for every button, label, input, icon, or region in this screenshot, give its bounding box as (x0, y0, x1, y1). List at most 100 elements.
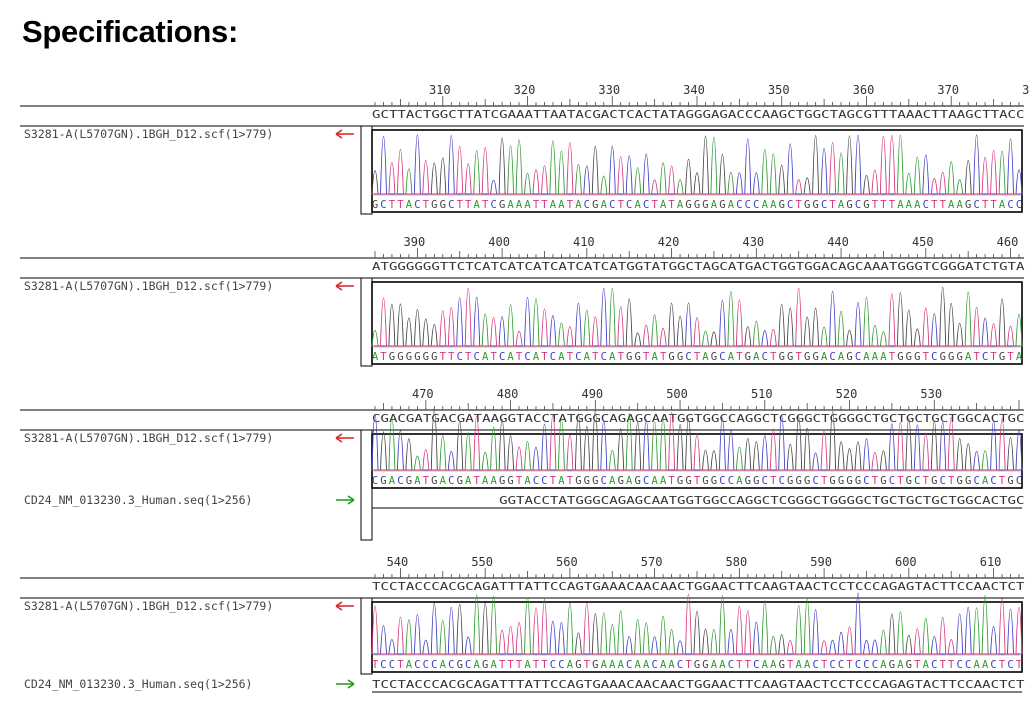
base-call: A (736, 475, 743, 487)
base-call: C (863, 659, 869, 671)
base-call: T (499, 659, 506, 671)
base-call: T (999, 659, 1006, 671)
base-call: C (389, 659, 395, 671)
position-ruler: 310 320 330 340 350 360 370 380 (374, 83, 1030, 106)
base-call: A (490, 659, 497, 671)
base-call: G (948, 351, 954, 363)
base-call: A (372, 351, 379, 363)
reverse-arrow-icon (335, 281, 354, 291)
base-call: G (999, 351, 1005, 363)
base-call: A (863, 351, 870, 363)
chromatogram-block-2: 390 400 410 420 430 440 450 460ATGGGGGGTTCTCATC… (20, 235, 1025, 367)
base-call: C (423, 659, 429, 671)
base-call: C (855, 659, 861, 671)
base-call: T (584, 659, 591, 671)
base-call: A (796, 659, 803, 671)
base-call: C (643, 199, 649, 211)
base-call: G (863, 199, 869, 211)
alignment-block-1: 310320330340350360370380GCTTACTGGCTTATCG… (0, 83, 1030, 220)
base-call: C (957, 659, 963, 671)
base-call: C (372, 475, 378, 487)
base-call: C (380, 659, 386, 671)
base-call: C (787, 199, 793, 211)
base-call: G (694, 659, 700, 671)
trace-c (371, 592, 1019, 655)
base-call: C (719, 475, 725, 487)
base-call: T (914, 659, 921, 671)
tick-label: 480 (497, 387, 519, 401)
trace-box (371, 601, 1023, 673)
base-call: A (651, 475, 658, 487)
trace-c (371, 288, 1019, 347)
base-call: T (440, 351, 447, 363)
base-call: T (872, 475, 879, 487)
base-call: G (575, 659, 581, 671)
tick-label: 540 (387, 555, 409, 569)
base-call: A (821, 351, 828, 363)
base-call: C (584, 199, 590, 211)
tick-label: 440 (827, 235, 849, 249)
reverse-arrow-icon (335, 129, 354, 139)
base-call: T (592, 351, 599, 363)
base-call: A (618, 659, 625, 671)
base-call: G (507, 475, 513, 487)
tick-label: 500 (666, 387, 688, 401)
base-call: A (567, 659, 574, 671)
trace-box (371, 281, 1023, 365)
track-gutter (360, 125, 373, 215)
base-call: T (796, 199, 803, 211)
base-call: C (575, 351, 581, 363)
base-call: G (397, 351, 403, 363)
base-call: T (668, 475, 675, 487)
base-call: A (702, 351, 709, 363)
base-call: G (812, 351, 818, 363)
base-call: A (584, 351, 591, 363)
base-call: A (660, 199, 667, 211)
base-call: T (694, 351, 701, 363)
base-call: C (728, 475, 734, 487)
base-call: A (753, 351, 760, 363)
base-call: A (507, 351, 514, 363)
base-call: A (490, 475, 497, 487)
trace-box (371, 129, 1023, 213)
base-call: G (702, 659, 708, 671)
base-call: G (880, 475, 886, 487)
seq-track-label: CD24_NM_013230.3_Human.seq(1>256) (24, 493, 252, 507)
base-call: G (804, 199, 810, 211)
base-call: A (482, 351, 489, 363)
base-call: T (567, 475, 574, 487)
base-call: A (558, 475, 565, 487)
base-call: C (499, 351, 505, 363)
chromatogram-block-1: 310320330340350360370380GCTTACTGGCTTATCG… (20, 83, 1030, 215)
base-call: C (1007, 199, 1013, 211)
base-call: T (490, 351, 497, 363)
base-call: A (635, 199, 642, 211)
base-call: T (541, 659, 548, 671)
base-call: G (406, 351, 412, 363)
base-call: G (694, 199, 700, 211)
base-call: A (609, 351, 616, 363)
base-call: T (550, 475, 557, 487)
base-call: G (787, 351, 793, 363)
base-call: G (685, 475, 691, 487)
trace-c (371, 414, 1023, 471)
base-call: G (677, 351, 683, 363)
tick-label: 320 (514, 83, 536, 97)
base-call: T (1007, 351, 1014, 363)
base-call: C (940, 475, 946, 487)
base-call: C (872, 659, 878, 671)
base-call: C (550, 351, 556, 363)
base-call: T (829, 199, 836, 211)
chromatogram-block-4: 540 550 560 570 580 590 600 610TCCTACCCACGCAGAT… (20, 555, 1025, 693)
base-call: C (448, 199, 454, 211)
chromatogram-traces (371, 134, 1023, 195)
base-call: G (431, 475, 437, 487)
base-call: T (982, 199, 989, 211)
base-call: T (423, 475, 430, 487)
trace-track-label: S3281-A(L5707GN).1BGH_D12.scf(1>779) (24, 279, 273, 293)
base-call: T (668, 199, 675, 211)
base-call: G (906, 659, 912, 671)
base-call: C (923, 199, 929, 211)
base-call: C (812, 475, 818, 487)
